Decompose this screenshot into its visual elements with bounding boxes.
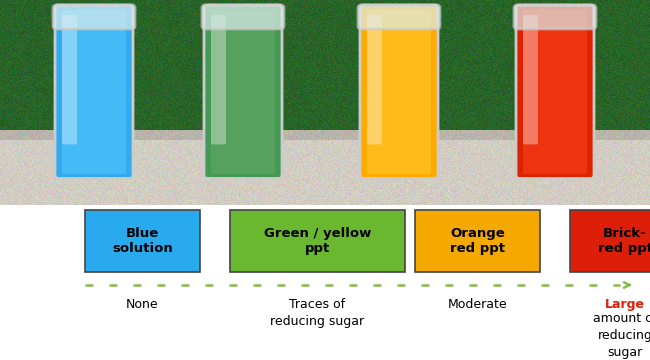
FancyBboxPatch shape	[62, 10, 126, 174]
FancyBboxPatch shape	[55, 5, 133, 179]
FancyBboxPatch shape	[514, 5, 596, 29]
Text: Orange
red ppt: Orange red ppt	[450, 227, 505, 255]
Text: None: None	[126, 298, 159, 311]
Bar	[85, 210, 200, 272]
Bar	[415, 210, 540, 272]
FancyBboxPatch shape	[62, 15, 77, 144]
Text: Blue
solution: Blue solution	[112, 227, 173, 255]
Text: amount of
reducing
sugar: amount of reducing sugar	[593, 312, 650, 359]
FancyBboxPatch shape	[202, 5, 284, 29]
FancyBboxPatch shape	[204, 5, 282, 179]
Text: Green / yellow
ppt: Green / yellow ppt	[264, 227, 371, 255]
FancyBboxPatch shape	[523, 10, 587, 174]
FancyBboxPatch shape	[367, 15, 382, 144]
FancyBboxPatch shape	[360, 5, 438, 179]
Bar	[230, 210, 405, 272]
FancyBboxPatch shape	[367, 10, 431, 174]
Text: Brick-
red ppt: Brick- red ppt	[597, 227, 650, 255]
FancyBboxPatch shape	[211, 15, 226, 144]
FancyBboxPatch shape	[53, 5, 135, 29]
Bar	[570, 210, 650, 272]
Text: Moderate: Moderate	[448, 298, 507, 311]
Text: Traces of
reducing sugar: Traces of reducing sugar	[270, 298, 365, 328]
FancyBboxPatch shape	[516, 5, 594, 179]
FancyBboxPatch shape	[211, 10, 275, 174]
FancyBboxPatch shape	[523, 15, 538, 144]
FancyBboxPatch shape	[358, 5, 440, 29]
Text: Large: Large	[605, 298, 645, 311]
